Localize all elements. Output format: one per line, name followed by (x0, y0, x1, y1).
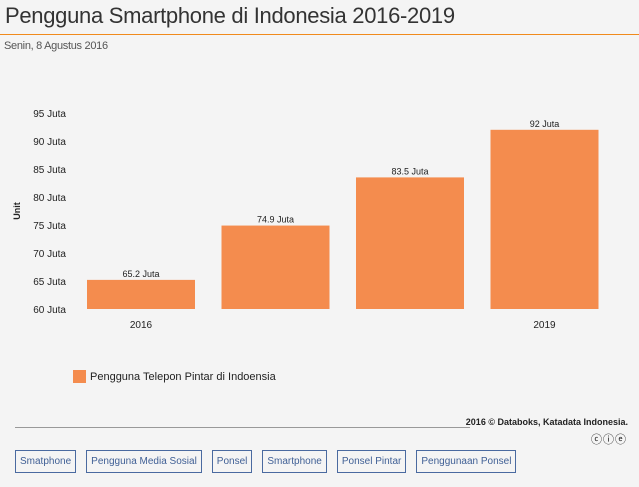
y-tick-label: 70 Juta (33, 249, 66, 260)
data-label: 92 Juta (530, 119, 560, 129)
bar (490, 129, 599, 309)
data-label: 65.2 Juta (122, 269, 159, 279)
y-tick-label: 65 Juta (33, 277, 66, 288)
credit-text: 2016 © Databoks, Katadata Indonesia. (465, 417, 628, 427)
data-label: 83.5 Juta (391, 166, 428, 176)
bar (87, 279, 195, 309)
data-label: 74.9 Juta (257, 215, 294, 225)
y-tick-label: 60 Juta (33, 305, 66, 316)
legend-label: Pengguna Telepon Pintar di Indoensia (90, 370, 276, 383)
y-tick-label: 90 Juta (33, 137, 66, 148)
tag-link[interactable]: Pengguna Media Sosial (86, 450, 202, 473)
bar (221, 225, 330, 309)
creative-commons-icon: ⓒⓘⓔ (591, 434, 627, 446)
title-divider (0, 34, 639, 35)
tag-link[interactable]: Ponsel Pintar (336, 450, 407, 473)
tag-link[interactable]: Penggunaan Ponsel (416, 450, 517, 473)
footer-divider (15, 427, 470, 428)
tag-list: Smatphone Pengguna Media Sosial Ponsel S… (15, 450, 517, 473)
page-title: Pengguna Smartphone di Indonesia 2016-20… (5, 3, 455, 28)
tag-link[interactable]: Smatphone (15, 450, 77, 473)
x-tick-label: 2016 (130, 320, 153, 331)
y-tick-label: 80 Juta (33, 193, 66, 204)
tag-link[interactable]: Smartphone (262, 450, 327, 473)
bar-chart: 60 Juta 65 Juta 70 Juta 75 Juta 80 Juta 85 Ju… (12, 109, 599, 331)
chart-legend[interactable]: Pengguna Telepon Pintar di Indoensia (73, 370, 276, 383)
legend-swatch (73, 370, 86, 383)
bar (356, 177, 464, 309)
y-tick-label: 75 Juta (33, 221, 66, 232)
x-tick-label: 2019 (533, 320, 556, 331)
y-axis-title: Unit (12, 202, 22, 220)
y-tick-label: 85 Juta (33, 165, 66, 176)
publish-date: Senin, 8 Agustus 2016 (4, 40, 108, 52)
tag-link[interactable]: Ponsel (211, 450, 253, 473)
y-tick-label: 95 Juta (33, 109, 66, 120)
